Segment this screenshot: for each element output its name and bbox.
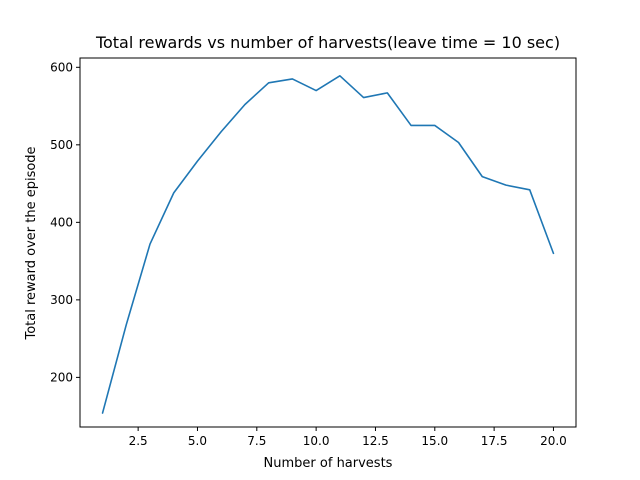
y-tick-label: 500 (50, 138, 73, 152)
y-tick-label: 400 (50, 215, 73, 229)
y-tick-label: 600 (50, 60, 73, 74)
plot-area (101, 75, 555, 414)
x-axis: 2.5 5.0 7.5 10.0 12.5 15.0 17.5 20.0 (129, 427, 567, 448)
x-tick-label: 15.0 (421, 434, 448, 448)
x-tick-label: 5.0 (188, 434, 207, 448)
y-tick-label: 300 (50, 293, 73, 307)
series-line (101, 75, 555, 414)
axes-frame (79, 57, 577, 428)
y-axis-label: Total reward over the episode (24, 146, 39, 340)
x-tick-label: 10.0 (303, 434, 330, 448)
x-tick-label: 2.5 (129, 434, 148, 448)
x-tick-label: 12.5 (362, 434, 389, 448)
y-axis: 200 300 400 500 600 (50, 60, 80, 384)
x-tick-label: 7.5 (247, 434, 266, 448)
x-axis-label: Number of harvests (264, 456, 393, 471)
chart-title: Total rewards vs number of harvests(leav… (95, 33, 560, 52)
x-tick-label: 17.5 (481, 434, 508, 448)
y-tick-label: 200 (50, 370, 73, 384)
x-tick-label: 20.0 (540, 434, 567, 448)
